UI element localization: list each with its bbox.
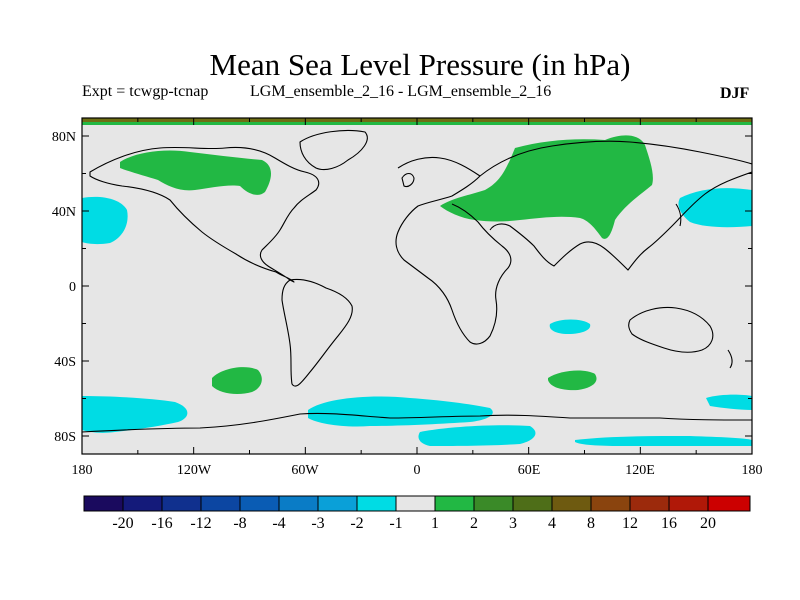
north-pacific-negative [82, 196, 128, 245]
cb-label-14: 16 [661, 515, 677, 532]
europe-africa-coastline [395, 156, 512, 345]
eurasia-positive [440, 135, 653, 239]
antarctic-east-negative [575, 436, 752, 446]
cb-box-11 [512, 495, 553, 512]
southern-indian-positive [548, 370, 597, 391]
cb-box-7 [356, 495, 397, 512]
season-label: DJF [720, 85, 750, 102]
japan-coastline [675, 203, 682, 227]
cb-box-14 [629, 495, 670, 512]
southern-ocean-atlantic-negative [308, 396, 493, 427]
antarctica-coastline [82, 412, 752, 433]
runs-label: LGM_ensemble_2_16 - LGM_ensemble_2_16 [250, 83, 552, 100]
cb-label-15: 20 [700, 515, 716, 532]
lon-tick-label-180e: 180 [742, 463, 763, 478]
cb-label-2: -12 [190, 515, 211, 532]
lon-tick-label-120e: 120E [625, 463, 655, 478]
lon-tick-label-120w: 120W [177, 463, 212, 478]
southern-pacific-positive [212, 367, 262, 394]
antarctic-atlantic-negative [418, 425, 536, 446]
experiment-label: Expt = tcwgp-tcnap [82, 83, 209, 100]
greenland-coastline [299, 129, 368, 171]
cb-box-9 [434, 495, 475, 512]
north-america-positive [120, 150, 271, 195]
cb-label-4: -4 [272, 515, 285, 532]
cb-label-7: -1 [389, 515, 402, 532]
cb-label-8: 1 [431, 515, 439, 532]
cb-label-3: -8 [233, 515, 246, 532]
chart-title: Mean Sea Level Pressure (in hPa) [209, 47, 631, 82]
lon-tick-label-0: 0 [414, 463, 421, 478]
cb-label-11: 4 [548, 515, 556, 532]
cb-label-0: -20 [112, 515, 133, 532]
lat-tick-label-40s: 40S [54, 355, 76, 370]
cb-label-9: 2 [470, 515, 478, 532]
cb-box-16 [707, 495, 751, 512]
cb-box-13 [590, 495, 631, 512]
cb-box-1 [122, 495, 163, 512]
cb-label-10: 3 [509, 515, 517, 532]
cb-label-1: -16 [151, 515, 172, 532]
cb-box-12 [551, 495, 592, 512]
cb-box-6 [317, 495, 358, 512]
axis-ticks [81, 118, 753, 454]
lon-labels: 180 120W 60W 0 60E 120E 180 [72, 463, 763, 478]
northwest-pacific-negative [678, 188, 752, 228]
new-zealand-coastline [727, 349, 733, 369]
cb-box-5 [278, 495, 319, 512]
cb-box-15 [668, 495, 709, 512]
cb-box-10 [473, 495, 514, 512]
lon-tick-label-60e: 60E [518, 463, 541, 478]
cb-label-6: -2 [350, 515, 363, 532]
lon-tick-label-60w: 60W [291, 463, 319, 478]
southern-ocean-west-negative [82, 396, 188, 433]
lon-tick-label-180w: 180 [72, 463, 93, 478]
coastlines [82, 129, 752, 433]
cb-box-8 [395, 495, 436, 512]
cb-label-12: 8 [587, 515, 595, 532]
lat-tick-label-40n: 40N [52, 205, 76, 220]
cb-label-13: 12 [622, 515, 638, 532]
south-america-coastline [281, 278, 353, 387]
cb-box-0 [83, 495, 124, 512]
lat-tick-label-80s: 80S [54, 430, 76, 445]
lat-tick-label-0: 0 [69, 280, 76, 295]
cb-box-4 [239, 495, 280, 512]
cb-box-2 [161, 495, 202, 512]
cb-box-3 [200, 495, 241, 512]
cb-label-5: -3 [311, 515, 324, 532]
lat-tick-label-80n: 80N [52, 130, 76, 145]
australia-coastline [628, 306, 714, 353]
southern-pacific-east-negative [706, 394, 752, 410]
colorbar: -20 -16 -12 -8 -4 -3 -2 -1 1 2 3 4 8 12 … [83, 495, 751, 532]
lat-labels: 80N 40N 0 40S 80S [52, 130, 76, 445]
britain-coastline [401, 172, 415, 188]
south-indian-negative [549, 319, 591, 334]
north-america-coastline [89, 146, 320, 283]
